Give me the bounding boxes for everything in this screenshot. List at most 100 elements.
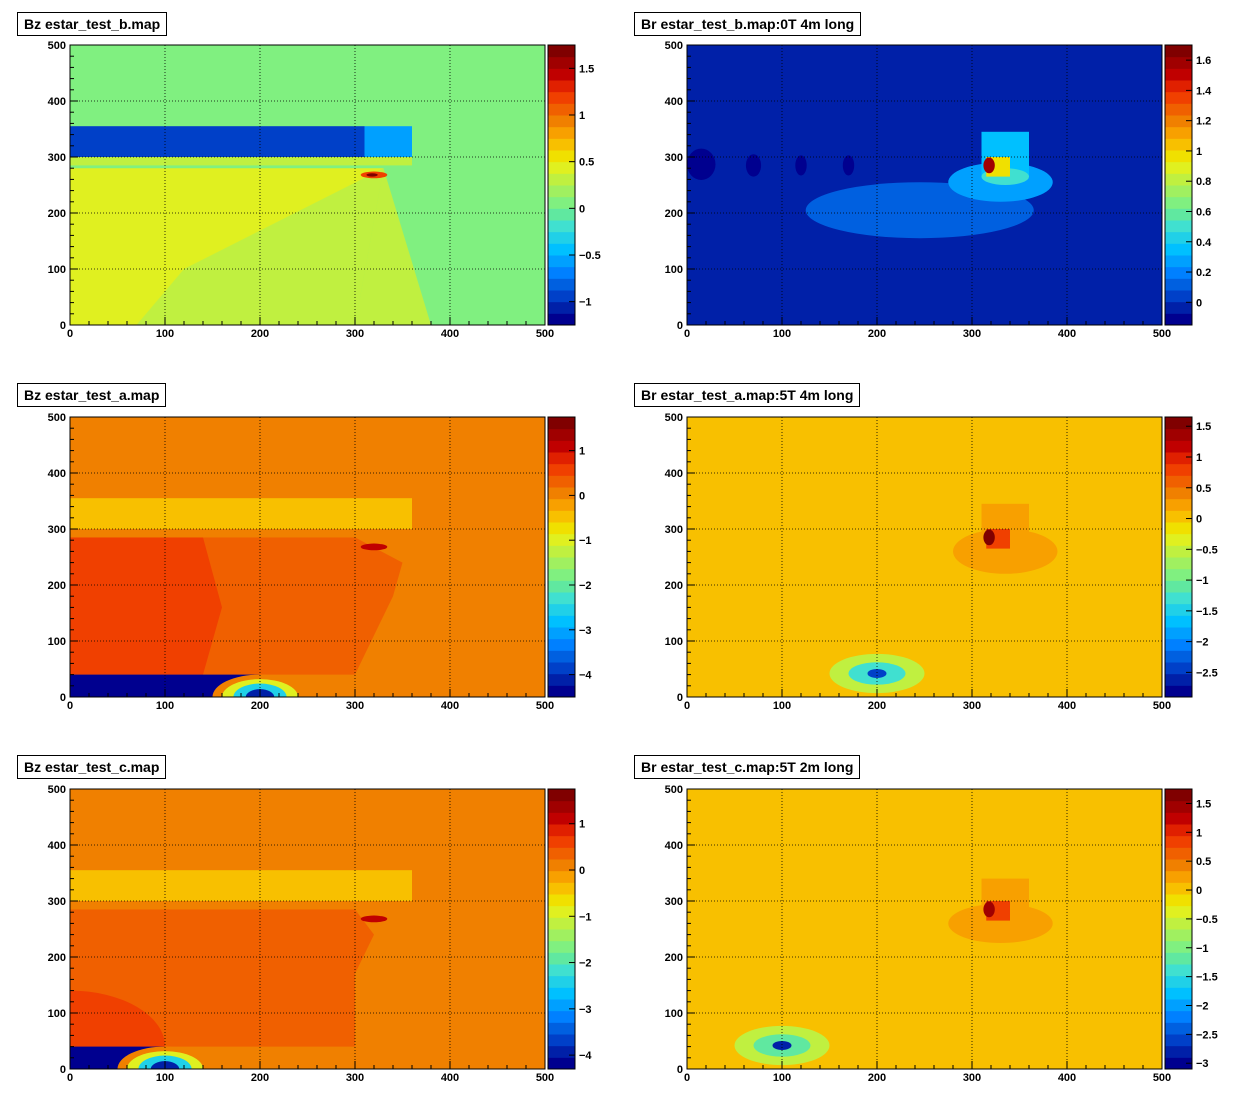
colorbar-tick-label: 1.2: [1196, 116, 1211, 128]
colorbar-tick-label: 0.5: [1196, 856, 1211, 868]
colorbar-swatch: [548, 45, 575, 58]
colorbar-swatch: [548, 847, 575, 860]
plot-frame: [686, 788, 1163, 1070]
plot-title: Bz estar_test_b.map: [17, 12, 168, 36]
y-tick-label: 400: [48, 468, 66, 480]
field-region: [953, 529, 1058, 574]
field-region: [70, 126, 365, 157]
colorbar-swatch: [1165, 196, 1192, 209]
colorbar-swatch: [1165, 627, 1192, 640]
y-tick-label: 200: [665, 580, 683, 592]
y-tick-label: 500: [665, 40, 683, 52]
colorbar-tick-label: −1: [579, 911, 592, 923]
colorbar-swatch: [1165, 545, 1192, 558]
colorbar-tick-label: 0.6: [1196, 206, 1211, 218]
colorbar-tick-label: −1: [579, 535, 592, 547]
field-region: [70, 909, 374, 1047]
colorbar-swatch: [1165, 115, 1192, 128]
field-region: [687, 148, 716, 180]
plot-title: Br estar_test_a.map:5T 4m long: [634, 383, 861, 407]
colorbar-swatch: [548, 1034, 575, 1047]
colorbar-tick-label: 0: [1196, 514, 1202, 526]
colorbar-swatch: [1165, 68, 1192, 81]
heatmap-field: [687, 789, 1162, 1069]
y-tick-label: 300: [665, 152, 683, 164]
y-tick-label: 500: [665, 412, 683, 424]
y-tick-label: 100: [665, 636, 683, 648]
colorbar-swatch: [1165, 522, 1192, 535]
y-tick-label: 100: [665, 1008, 683, 1020]
colorbar-swatch: [548, 975, 575, 988]
field-region: [983, 157, 995, 174]
field-region: [983, 901, 995, 918]
colorbar-swatch: [548, 627, 575, 640]
y-tick-label: 500: [48, 40, 66, 52]
colorbar-tick-label: −4: [579, 1050, 592, 1062]
y-tick-label: 500: [48, 784, 66, 796]
x-tick-label: 500: [1153, 700, 1171, 712]
colorbar-swatch: [1165, 917, 1192, 930]
y-tick-label: 100: [665, 264, 683, 276]
colorbar-tick-label: 1.5: [1196, 421, 1211, 433]
colorbar-swatch: [548, 1022, 575, 1035]
colorbar-swatch: [548, 522, 575, 535]
x-tick-label: 0: [67, 1072, 73, 1084]
x-tick-label: 500: [536, 328, 554, 340]
colorbar-swatch: [548, 615, 575, 628]
colorbar-tick-label: −1.5: [1196, 972, 1218, 984]
colorbar-tick-label: −1: [1196, 943, 1209, 955]
colorbar-swatch: [548, 673, 575, 686]
colorbar-tick-label: 1.6: [1196, 55, 1211, 67]
colorbar-swatch: [548, 894, 575, 907]
colorbar-tick-label: −2.5: [1196, 1029, 1218, 1041]
colorbar-swatch: [548, 428, 575, 441]
colorbar-swatch: [548, 1010, 575, 1023]
field-region: [360, 543, 388, 551]
colorbar-swatch: [1165, 603, 1192, 616]
y-tick-label: 300: [665, 896, 683, 908]
x-tick-label: 400: [1058, 700, 1076, 712]
colorbar-swatch: [1165, 487, 1192, 500]
plot-bz-test-b: Bz estar_test_b.map 0 100 200 300 400 500 0 100…: [0, 0, 601, 360]
plot-title: Br estar_test_b.map:0T 4m long: [634, 12, 862, 36]
colorbar-swatch: [1165, 835, 1192, 848]
colorbar-swatch: [548, 952, 575, 965]
y-tick-label: 200: [48, 580, 66, 592]
colorbar-swatch: [1165, 475, 1192, 488]
x-tick-label: 400: [441, 1072, 459, 1084]
x-tick-label: 100: [156, 1072, 174, 1084]
plot-frame: [69, 788, 546, 1070]
field-region: [772, 1041, 792, 1050]
colorbar-swatch: [1165, 301, 1192, 314]
plot-frame: [69, 416, 546, 698]
colorbar-swatch: [548, 185, 575, 198]
colorbar-swatch: [548, 56, 575, 69]
colorbar-frame: [547, 416, 576, 698]
colorbar-swatch: [1165, 278, 1192, 291]
colorbar-frame: [1164, 788, 1193, 1070]
field-region: [795, 155, 807, 176]
colorbar-swatch: [1165, 1034, 1192, 1047]
y-tick-label: 400: [665, 468, 683, 480]
colorbar-tick-label: 0.4: [1196, 237, 1212, 249]
field-region: [70, 901, 393, 910]
colorbar-swatch: [548, 580, 575, 593]
y-tick-label: 0: [677, 1064, 683, 1076]
field-region: [70, 537, 222, 675]
colorbar-swatch: [548, 929, 575, 942]
colorbar-swatch: [1165, 662, 1192, 675]
y-tick-label: 400: [665, 96, 683, 108]
colorbar-swatch: [1165, 800, 1192, 813]
colorbar-swatch: [1165, 1045, 1192, 1058]
colorbar-swatch: [548, 452, 575, 465]
field-region: [360, 915, 388, 923]
heatmap-field: [70, 789, 545, 1069]
colorbar-swatch: [548, 440, 575, 453]
colorbar-swatch: [548, 278, 575, 291]
colorbar-swatch: [1165, 208, 1192, 221]
colorbar-swatch: [548, 870, 575, 883]
colorbar-swatch: [1165, 417, 1192, 430]
y-tick-label: 0: [677, 320, 683, 332]
colorbar-swatch: [1165, 91, 1192, 104]
colorbar-swatch: [548, 150, 575, 163]
